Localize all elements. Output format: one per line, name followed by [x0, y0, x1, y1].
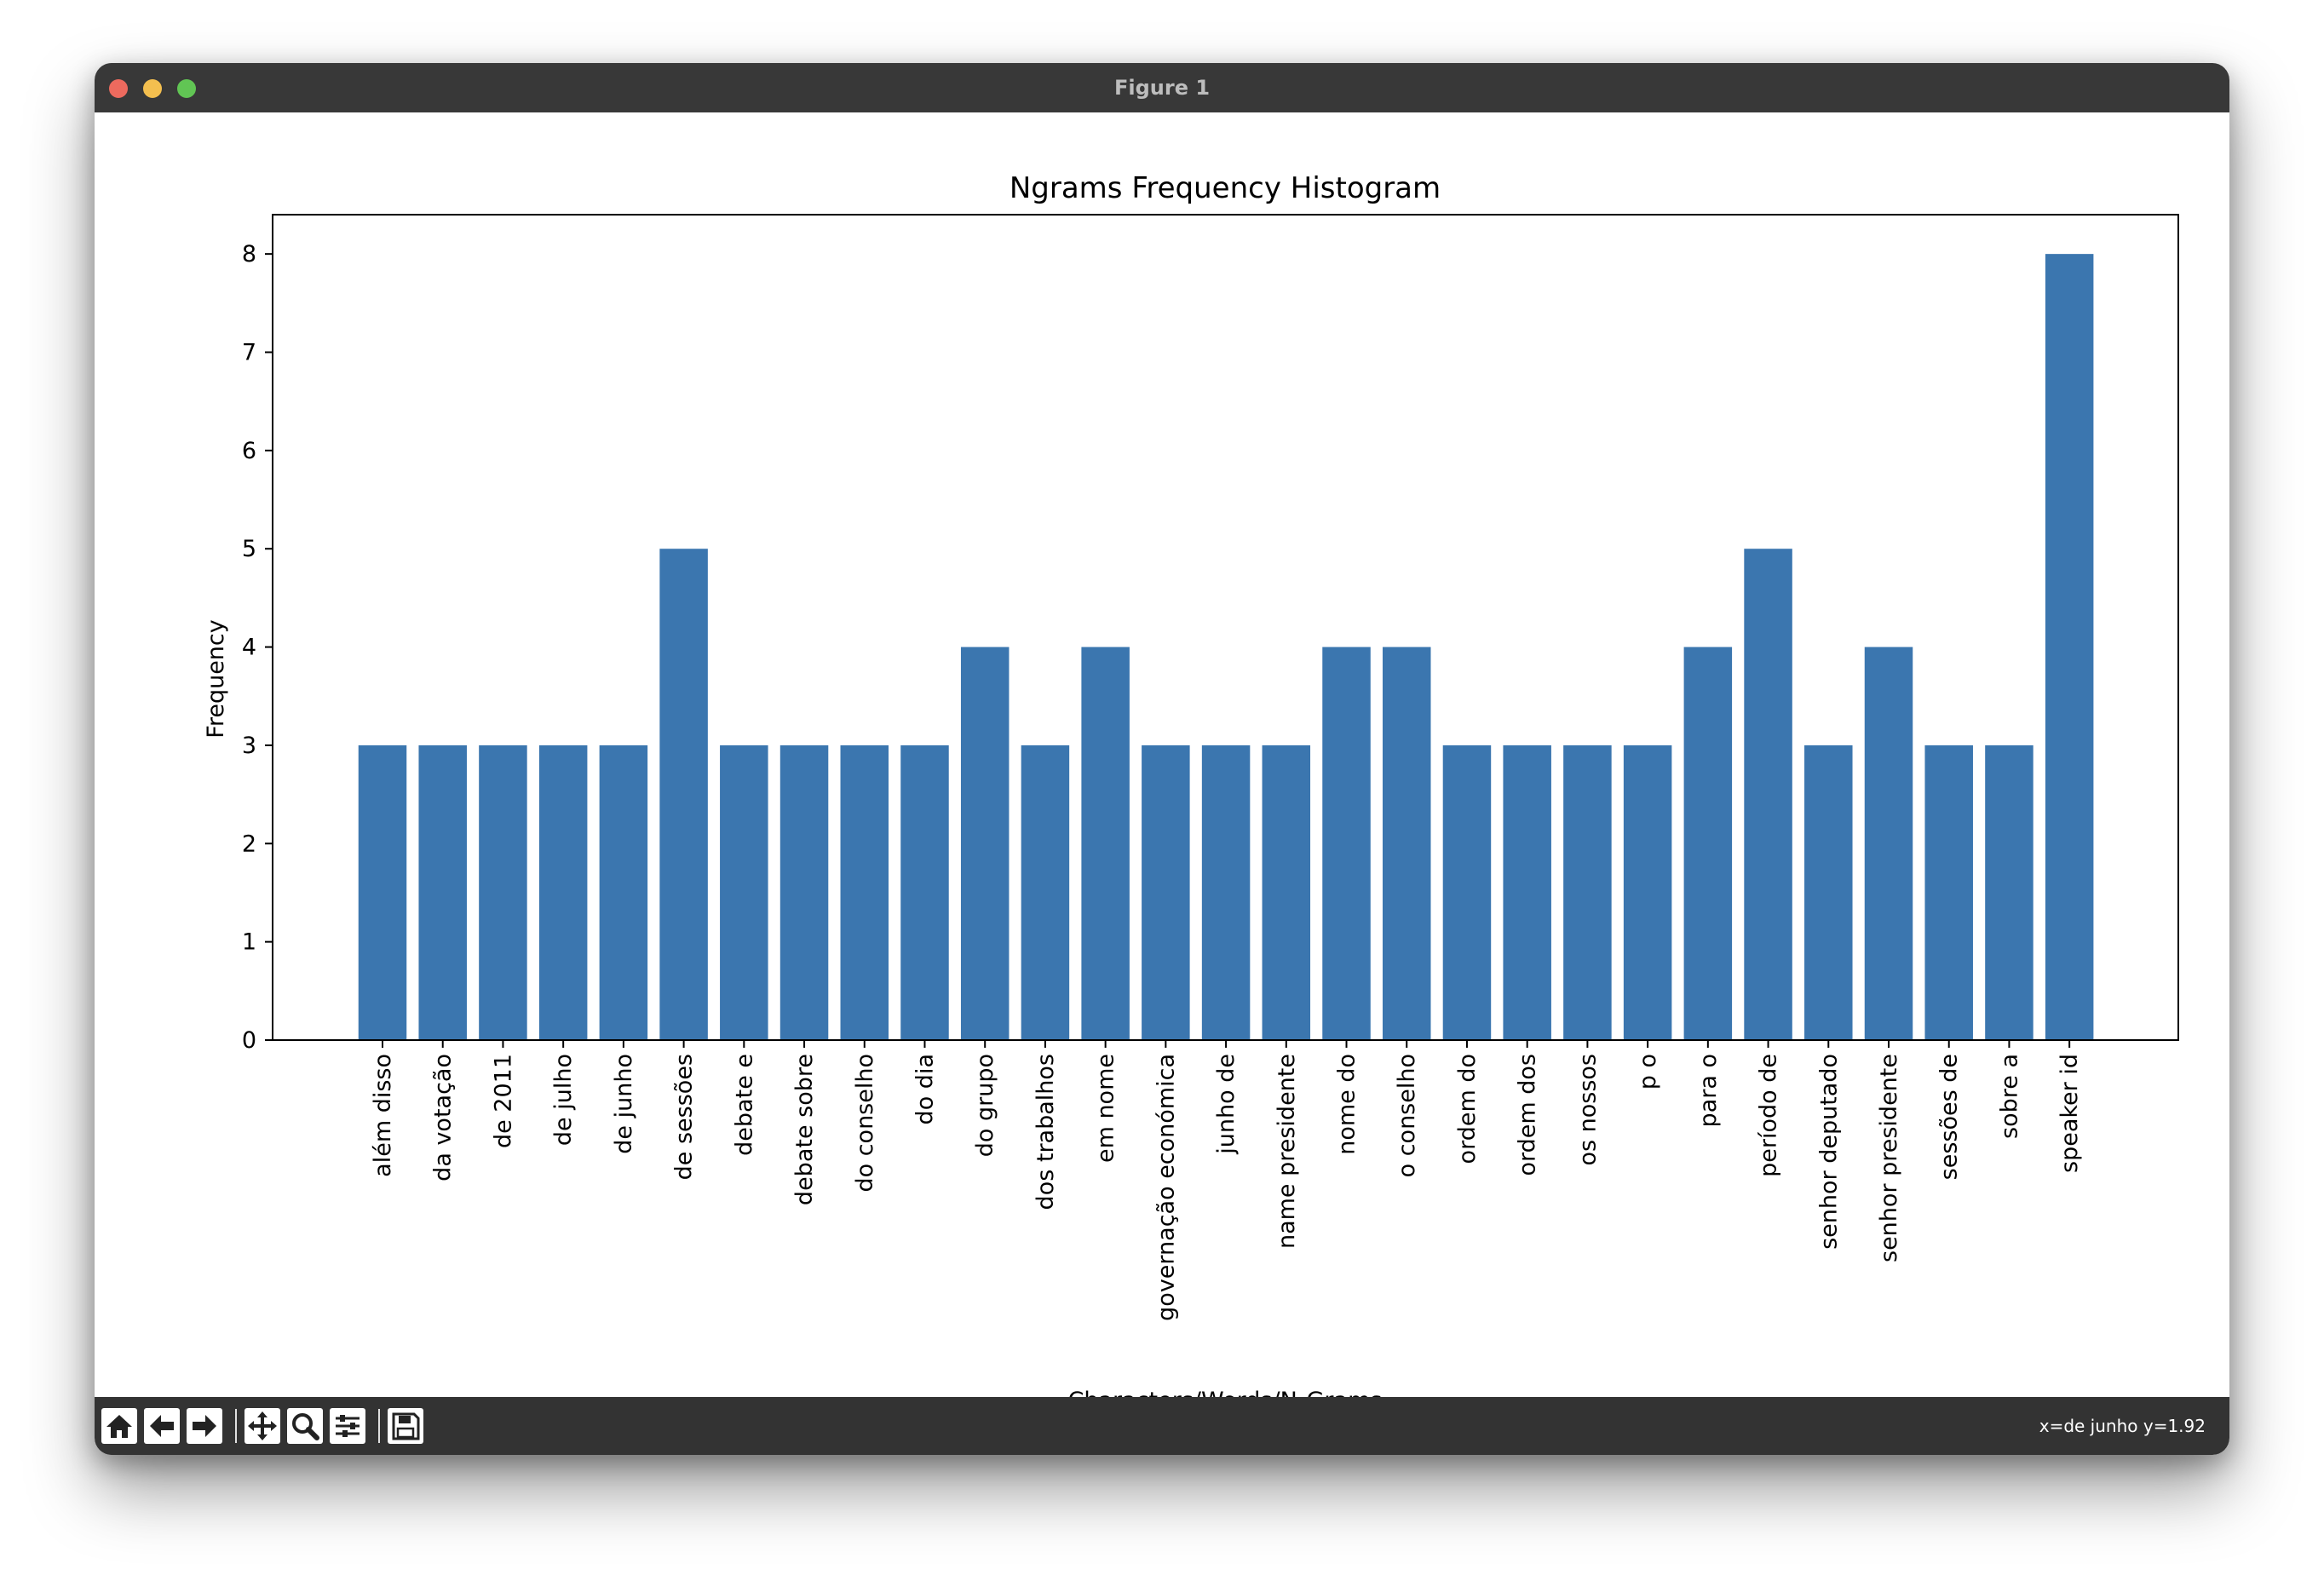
minimize-window-button[interactable]	[143, 79, 162, 98]
toolbar-separator	[235, 1409, 237, 1443]
bar	[1503, 745, 1551, 1040]
chart-title: Ngrams Frequency Histogram	[1010, 171, 1441, 205]
y-tick-label: 8	[242, 241, 256, 267]
y-tick-label: 7	[242, 340, 256, 366]
bar	[2045, 254, 2094, 1040]
plot-frame	[272, 214, 2179, 1041]
bar	[1804, 745, 1853, 1040]
bar	[418, 745, 467, 1040]
pan-button[interactable]	[244, 1408, 280, 1444]
x-tick-label: nome do	[1334, 1054, 1360, 1155]
forward-arrow-icon	[193, 1415, 216, 1437]
y-tick-label: 4	[242, 635, 256, 661]
back-button[interactable]	[144, 1408, 180, 1444]
bar	[599, 745, 648, 1040]
x-tick-label: ordem do	[1454, 1054, 1481, 1164]
x-tick-label: os nossos	[1574, 1054, 1601, 1166]
zoom-button[interactable]	[287, 1408, 323, 1444]
x-tick-label: período de	[1756, 1054, 1782, 1177]
bar	[1442, 745, 1492, 1040]
x-tick-label: do conselho	[852, 1054, 878, 1193]
x-tick-label: o conselho	[1394, 1054, 1420, 1177]
bar	[1985, 745, 2034, 1040]
x-tick-label: debate sobre	[791, 1054, 818, 1205]
maximize-window-button[interactable]	[177, 79, 196, 98]
bar	[840, 745, 889, 1040]
x-tick-label: além disso	[370, 1054, 396, 1177]
x-tick-label: de 2011	[490, 1054, 516, 1148]
bar	[479, 745, 527, 1040]
home-icon	[106, 1415, 132, 1438]
bar	[1081, 647, 1130, 1040]
configure-subplots-icon	[336, 1415, 360, 1437]
window-title: Figure 1	[1113, 76, 1211, 100]
y-tick-label: 3	[242, 733, 256, 759]
home-button[interactable]	[101, 1408, 137, 1444]
bar	[1563, 745, 1612, 1040]
y-tick-label: 6	[242, 438, 256, 464]
zoom-icon	[292, 1413, 319, 1440]
x-tick-label: de junho	[611, 1054, 637, 1154]
x-tick-label: da votação	[430, 1054, 457, 1181]
bar	[1142, 745, 1190, 1040]
bars-group	[358, 254, 2094, 1040]
y-tick-label: 2	[242, 831, 256, 857]
x-tick-label: ordem dos	[1515, 1054, 1541, 1176]
x-tick-label: dos trabalhos	[1033, 1054, 1059, 1210]
save-icon	[392, 1412, 420, 1440]
x-tick-label: junho de	[1213, 1054, 1240, 1155]
bar-chart: Ngrams Frequency Histogram Frequency Cha…	[203, 171, 2179, 1414]
x-tick-label: do dia	[912, 1054, 938, 1124]
x-tick-label: de sessões	[671, 1054, 698, 1180]
x-tick-label: speaker id	[2057, 1054, 2083, 1173]
x-tick-label: senhor presidente	[1876, 1054, 1902, 1262]
bar	[900, 745, 949, 1040]
x-tick-label: governação económica	[1153, 1054, 1179, 1321]
bar	[538, 745, 588, 1040]
x-tick-label: debate e	[731, 1054, 757, 1156]
x-tick-label: de julho	[550, 1054, 577, 1146]
bar	[358, 745, 407, 1040]
y-ticks-group: 0 1 2 3 4 5 6 7 8	[242, 241, 273, 1054]
title-bar[interactable]: Figure 1	[95, 63, 2229, 113]
bar	[720, 745, 768, 1040]
cursor-coordinates-readout: x=de junho y=1.92	[2039, 1416, 2206, 1436]
bar	[1864, 647, 1913, 1040]
bar	[1744, 549, 1792, 1040]
bar	[1683, 647, 1733, 1040]
y-tick-label: 1	[242, 929, 256, 956]
bar	[659, 549, 708, 1040]
x-tick-label: p o	[1635, 1054, 1661, 1089]
save-button[interactable]	[388, 1408, 423, 1444]
x-tick-label: sobre a	[1996, 1054, 2022, 1139]
bar	[1322, 647, 1371, 1040]
bar	[779, 745, 829, 1040]
close-window-button[interactable]	[109, 79, 128, 98]
plot-canvas[interactable]: Ngrams Frequency Histogram Frequency Cha…	[95, 112, 2229, 1455]
navigation-toolbar: x=de junho y=1.92	[95, 1397, 2229, 1455]
y-tick-label: 5	[242, 536, 256, 562]
bar	[1021, 745, 1070, 1040]
pan-icon	[248, 1411, 277, 1440]
x-tick-label: sessões de	[1936, 1054, 1963, 1180]
bar	[1201, 745, 1251, 1040]
x-tick-label: do grupo	[972, 1054, 998, 1157]
forward-button[interactable]	[187, 1408, 222, 1444]
bar	[1924, 745, 1973, 1040]
x-tick-label: em nome	[1093, 1054, 1119, 1163]
y-tick-label: 0	[242, 1027, 256, 1054]
x-tick-label: name presidente	[1274, 1054, 1300, 1249]
x-tick-label: para o	[1695, 1054, 1722, 1127]
bar	[960, 647, 1010, 1040]
y-axis-label: Frequency	[203, 619, 229, 739]
x-tick-label: senhor deputado	[1815, 1054, 1842, 1250]
bar	[1262, 745, 1311, 1040]
toolbar-separator	[378, 1409, 380, 1443]
back-arrow-icon	[150, 1415, 174, 1437]
bar	[1382, 647, 1431, 1040]
figure-window: Figure 1 Ngrams Frequency Histogram Freq…	[95, 63, 2229, 1455]
x-ticks-group: além disso da votação de 2011 de julho de ju…	[370, 1040, 2083, 1321]
configure-subplots-button[interactable]	[330, 1408, 365, 1444]
bar	[1623, 745, 1672, 1040]
